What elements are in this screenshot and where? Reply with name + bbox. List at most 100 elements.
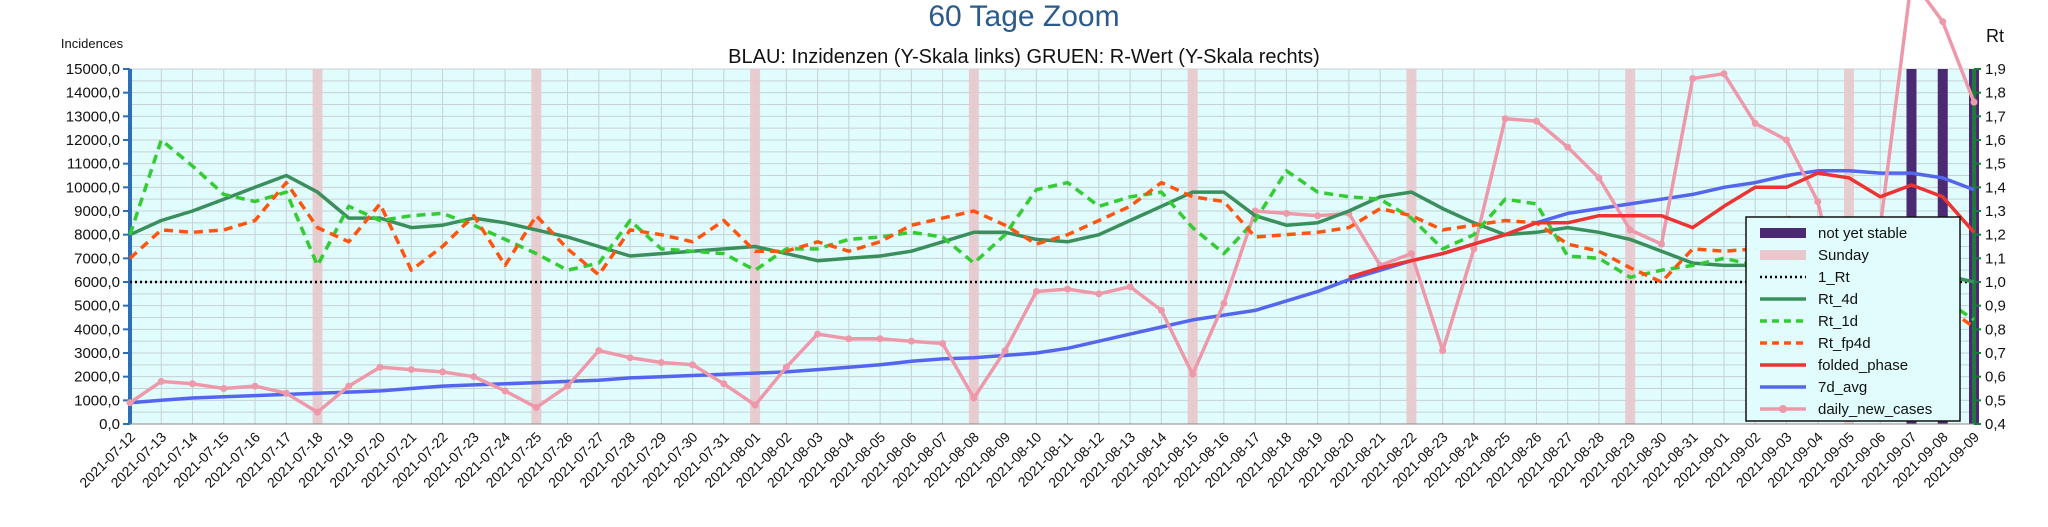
left-tick-label: 10000,0	[66, 179, 120, 196]
data-point-daily-new-cases	[1626, 226, 1634, 234]
right-tick-label: 0,6	[1985, 369, 2006, 386]
right-tick-label: 0,4	[1985, 416, 2006, 433]
left-tick-label: 13000,0	[66, 108, 120, 125]
data-point-daily-new-cases	[689, 361, 697, 369]
left-axis-label: Incidences	[61, 36, 124, 51]
data-point-daily-new-cases	[220, 385, 228, 392]
right-tick-label: 1,1	[1985, 250, 2006, 267]
left-tick-label: 6000,0	[74, 274, 120, 291]
series-line-folded-phase	[1348, 171, 1976, 279]
right-tick-label: 1,2	[1985, 227, 2006, 244]
data-point-daily-new-cases	[845, 335, 853, 343]
data-point-daily-new-cases	[1189, 370, 1197, 378]
data-point-daily-new-cases	[157, 377, 165, 385]
right-tick-label: 1,3	[1985, 203, 2006, 220]
sunday-band	[968, 69, 979, 424]
series-line-rt-1d	[128, 138, 1975, 322]
data-point-daily-new-cases	[782, 363, 790, 371]
data-point-daily-new-cases	[470, 373, 478, 381]
data-point-daily-new-cases	[1970, 98, 1978, 106]
data-point-daily-new-cases	[1595, 174, 1603, 182]
left-tick-label: 15000,0	[66, 61, 120, 78]
data-point-daily-new-cases	[345, 382, 353, 390]
legend-label: Rt_fp4d	[1818, 335, 1871, 352]
left-tick-label: 7000,0	[74, 250, 120, 267]
data-point-daily-new-cases	[439, 368, 447, 376]
left-tick-label: 9000,0	[74, 203, 120, 220]
data-point-daily-new-cases	[1720, 70, 1728, 78]
data-point-daily-new-cases	[126, 399, 134, 407]
data-point-daily-new-cases	[1657, 240, 1665, 248]
right-tick-label: 0,9	[1985, 298, 2006, 315]
data-point-daily-new-cases	[1470, 245, 1478, 253]
left-tick-label: 5000,0	[74, 298, 120, 315]
sunday-band	[1187, 69, 1198, 424]
legend-label: folded_phase	[1818, 357, 1908, 374]
legend: not yet stable Sunday 1_Rt Rt_4d Rt_1d Rt_fp4…	[1745, 216, 1961, 422]
data-point-daily-new-cases	[282, 389, 290, 397]
data-point-daily-new-cases	[1564, 143, 1572, 151]
legend-label: Sunday	[1818, 247, 1869, 264]
left-tick-label: 14000,0	[66, 85, 120, 102]
left-tick-label: 1000,0	[74, 392, 120, 409]
legend-swatch	[1760, 250, 1806, 260]
legend-label: Rt_4d	[1818, 291, 1858, 308]
data-point-daily-new-cases	[251, 382, 259, 390]
data-point-daily-new-cases	[1095, 290, 1103, 298]
data-point-daily-new-cases	[1501, 115, 1509, 123]
data-point-daily-new-cases	[907, 337, 915, 345]
data-point-daily-new-cases	[501, 387, 509, 395]
data-point-daily-new-cases	[1751, 119, 1759, 127]
data-point-daily-new-cases	[1439, 347, 1447, 355]
data-point-daily-new-cases	[1032, 287, 1040, 295]
right-tick-label: 0,5	[1985, 392, 2006, 409]
data-point-daily-new-cases	[814, 330, 822, 338]
data-point-daily-new-cases	[1314, 212, 1322, 220]
right-tick-label: 1,4	[1985, 179, 2006, 196]
data-point-daily-new-cases	[970, 394, 978, 402]
sunday-band	[1406, 69, 1417, 424]
data-point-daily-new-cases	[595, 347, 603, 355]
left-tick-label: 12000,0	[66, 132, 120, 149]
data-point-daily-new-cases	[657, 358, 665, 366]
left-tick-label: 3000,0	[74, 345, 120, 362]
data-point-daily-new-cases	[1220, 299, 1228, 307]
legend-label: 1_Rt	[1818, 269, 1851, 286]
legend-label: daily_new_cases	[1818, 401, 1932, 418]
data-point-daily-new-cases	[1064, 285, 1072, 293]
right-tick-label: 1,8	[1985, 85, 2006, 102]
series-line-7d-avg	[129, 169, 1975, 405]
chart-subtitle: BLAU: Inzidenzen (Y-Skala links) GRUEN: …	[728, 46, 1320, 68]
data-point-daily-new-cases	[1407, 250, 1415, 258]
right-tick-label: 0,8	[1985, 321, 2006, 338]
right-tick-label: 1,5	[1985, 156, 2006, 173]
legend-marker	[1779, 405, 1787, 413]
data-point-daily-new-cases	[1126, 283, 1134, 291]
sunday-band	[312, 69, 323, 424]
data-point-daily-new-cases	[1939, 18, 1947, 26]
data-point-daily-new-cases	[376, 363, 384, 371]
data-point-daily-new-cases	[876, 335, 884, 343]
sunday-band	[1625, 69, 1636, 424]
data-point-daily-new-cases	[1282, 209, 1290, 217]
legend-label: 7d_avg	[1818, 379, 1867, 396]
right-tick-label: 1,6	[1985, 132, 2006, 149]
sunday-band	[531, 69, 542, 424]
data-point-daily-new-cases	[532, 403, 540, 411]
data-point-daily-new-cases	[1532, 117, 1540, 125]
data-point-daily-new-cases	[626, 354, 634, 362]
left-tick-label: 11000,0	[67, 156, 120, 173]
data-point-daily-new-cases	[1001, 347, 1009, 355]
legend-swatch	[1760, 228, 1806, 238]
data-point-daily-new-cases	[751, 401, 759, 409]
left-tick-label: 4000,0	[74, 321, 120, 338]
right-tick-label: 0,7	[1985, 345, 2006, 362]
legend-label: not yet stable	[1818, 225, 1907, 242]
right-tick-label: 1,7	[1985, 108, 2006, 125]
data-point-daily-new-cases	[1782, 136, 1790, 144]
data-point-daily-new-cases	[720, 380, 728, 388]
data-point-daily-new-cases	[939, 340, 947, 348]
left-tick-label: 8000,0	[74, 227, 120, 244]
data-point-daily-new-cases	[1689, 74, 1697, 82]
